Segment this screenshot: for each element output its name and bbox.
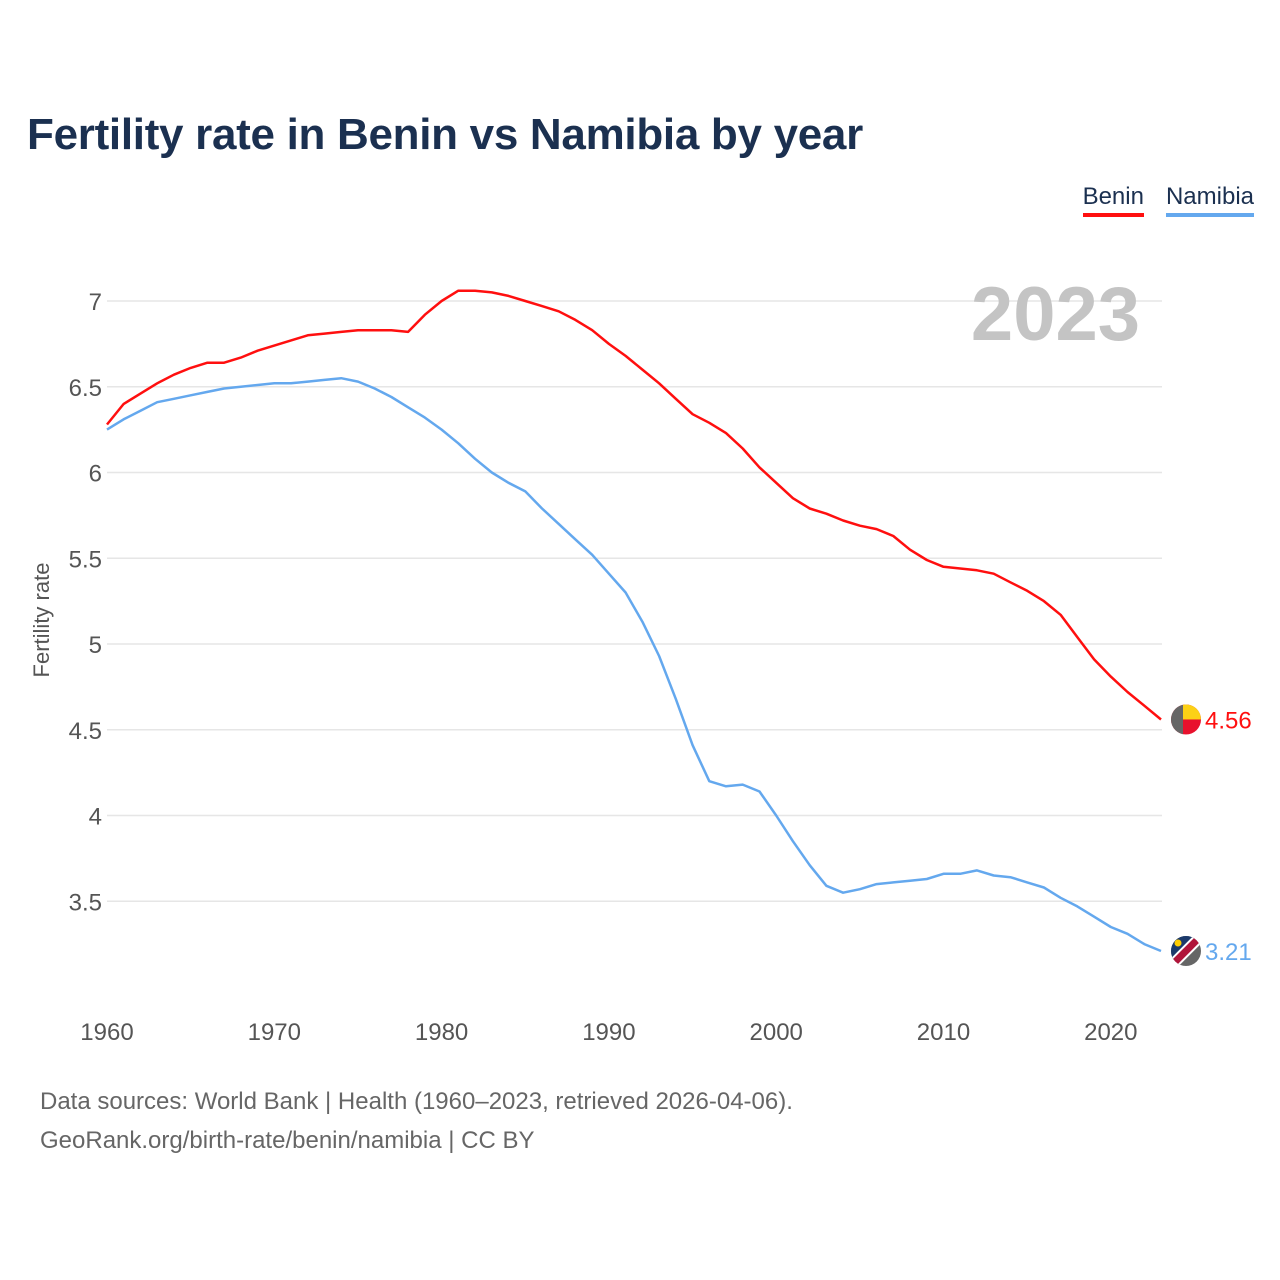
- y-tick-label: 4.5: [69, 718, 102, 745]
- y-tick-label: 4: [89, 804, 102, 831]
- benin-flag-icon: [1171, 704, 1201, 735]
- source-text: Data sources: World Bank | Health (1960–…: [40, 1088, 793, 1115]
- source-link[interactable]: GeoRank.org/birth-rate/benin/namibia | C…: [40, 1127, 535, 1154]
- legend-item-benin[interactable]: Benin: [1082, 183, 1144, 217]
- benin-end-label: 4.56: [1205, 707, 1252, 734]
- x-tick-label: 1970: [248, 1019, 301, 1046]
- x-tick-label: 2010: [917, 1019, 970, 1046]
- y-tick-label: 5.5: [69, 546, 102, 573]
- x-tick-label: 2000: [750, 1019, 803, 1046]
- y-tick-label: 3.5: [69, 889, 102, 916]
- legend-item-namibia[interactable]: Namibia: [1165, 183, 1254, 217]
- y-tick-label: 6: [89, 461, 102, 488]
- y-tick-label: 7: [89, 289, 102, 316]
- legend: Benin Namibia: [1082, 183, 1254, 217]
- x-tick-label: 1980: [415, 1019, 468, 1046]
- y-tick-label: 6.5: [69, 375, 102, 402]
- series-line-benin: [106, 289, 1162, 721]
- namibia-flag-icon: [1171, 935, 1201, 966]
- namibia-end-label: 3.21: [1205, 939, 1252, 966]
- year-watermark: 2023: [971, 272, 1140, 357]
- y-tick-label: 5: [89, 632, 102, 659]
- series-line-namibia: [106, 376, 1162, 953]
- x-tick-label: 1960: [80, 1019, 133, 1046]
- x-tick-label: 1990: [582, 1019, 635, 1046]
- x-tick-label: 2020: [1084, 1019, 1137, 1046]
- chart-title: Fertility rate in Benin vs Namibia by ye…: [27, 110, 863, 159]
